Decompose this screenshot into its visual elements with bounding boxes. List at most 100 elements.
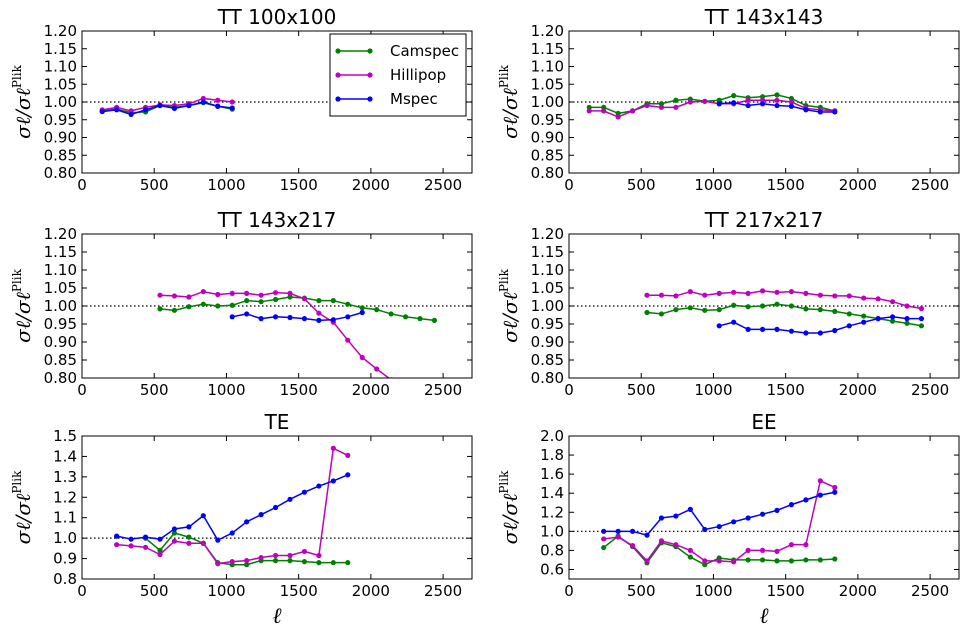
data-point-camspec	[171, 307, 178, 313]
x-tick-label: 0	[77, 381, 87, 399]
data-point-mspec	[716, 101, 722, 107]
legend-label-mspec: Mspec	[390, 90, 438, 108]
data-point-camspec	[417, 316, 423, 322]
data-point-hillipop	[716, 558, 722, 564]
data-point-mspec	[817, 492, 823, 498]
data-point-camspec	[388, 311, 394, 317]
data-point-mspec	[759, 326, 766, 332]
data-point-mspec	[272, 504, 279, 511]
data-point-mspec	[287, 314, 293, 321]
data-point-camspec	[731, 93, 737, 99]
y-axis-label-main: σℓ/σℓ	[498, 291, 522, 342]
data-point-mspec	[673, 513, 679, 519]
y-tick-label: 0.85	[531, 146, 564, 164]
data-point-hillipop	[215, 291, 221, 298]
y-axis-label-main: σℓ/σℓ	[11, 493, 35, 544]
data-point-hillipop	[157, 551, 163, 558]
y-axis-label-superscript: Plik	[10, 470, 24, 494]
data-point-camspec	[687, 554, 693, 560]
data-point-camspec	[861, 313, 867, 319]
data-point-hillipop	[229, 290, 235, 296]
data-point-camspec	[601, 544, 607, 551]
data-point-hillipop	[716, 290, 722, 296]
data-point-mspec	[157, 536, 163, 542]
data-point-mspec	[601, 528, 607, 534]
y-axis-label-superscript: Plik	[10, 64, 24, 88]
data-point-camspec	[316, 560, 322, 566]
data-point-hillipop	[889, 299, 896, 305]
legend-marker-hillipop	[367, 72, 373, 78]
legend: Camspec Hillipop Mspec	[329, 33, 467, 117]
data-point-hillipop	[673, 293, 679, 299]
data-point-mspec	[745, 515, 751, 521]
data-point-mspec	[99, 108, 105, 115]
x-tick-label: 2500	[424, 582, 462, 600]
y-tick-label: 0.9	[53, 550, 77, 568]
x-axis-label: ℓ	[272, 604, 282, 629]
data-point-mspec	[301, 316, 308, 322]
data-point-mspec	[316, 483, 322, 489]
data-point-mspec	[846, 323, 852, 329]
data-point-camspec	[904, 320, 910, 326]
y-tick-label: 1.2	[540, 503, 564, 521]
data-point-camspec	[258, 299, 264, 305]
y-tick-label: 0.80	[44, 164, 77, 182]
legend-marker-mspec	[367, 96, 373, 102]
data-point-camspec	[846, 311, 852, 317]
data-point-mspec	[817, 109, 823, 115]
data-point-hillipop	[774, 289, 780, 295]
data-point-hillipop	[374, 366, 380, 372]
data-point-mspec	[272, 314, 279, 320]
y-tick-label: 1.20	[531, 22, 564, 40]
data-point-camspec	[774, 301, 780, 307]
y-axis-label: σℓ/σℓPlik	[497, 268, 522, 342]
y-tick-label: 1.00	[44, 93, 77, 111]
data-point-hillipop	[186, 540, 192, 546]
data-point-hillipop	[702, 292, 708, 298]
y-axis-label: σℓ/σℓPlik	[10, 64, 35, 138]
data-point-camspec	[817, 307, 823, 313]
data-point-mspec	[774, 326, 780, 332]
data-point-mspec	[629, 528, 636, 534]
data-point-hillipop	[687, 99, 693, 105]
data-point-mspec	[128, 111, 134, 118]
y-axis-label: σℓ/σℓPlik	[497, 64, 522, 138]
y-tick-label: 0.80	[44, 369, 77, 387]
series-group	[114, 445, 351, 568]
data-point-mspec	[258, 512, 264, 518]
data-point-hillipop	[832, 293, 838, 299]
y-tick-label: 0.90	[531, 333, 564, 351]
x-tick-label: 0	[564, 176, 574, 194]
data-point-camspec	[272, 296, 279, 303]
y-tick-label: 0.8	[53, 570, 77, 588]
data-point-hillipop	[745, 290, 751, 296]
y-tick-label: 1.15	[44, 40, 77, 58]
x-tick-label: 2000	[352, 582, 390, 600]
series-group	[644, 288, 925, 336]
x-tick-label: 2000	[839, 582, 877, 600]
data-point-mspec	[171, 526, 178, 532]
data-point-hillipop	[673, 104, 679, 110]
x-tick-label: 2500	[911, 381, 949, 399]
x-tick-label: 1000	[694, 381, 732, 399]
data-point-camspec	[731, 302, 737, 308]
legend-marker-camspec	[367, 48, 373, 54]
data-point-hillipop	[702, 558, 708, 564]
x-tick-label: 1500	[767, 176, 805, 194]
x-axis-label: ℓ	[759, 604, 769, 629]
data-point-hillipop	[904, 303, 910, 309]
data-point-camspec	[702, 562, 708, 568]
axes-frame	[568, 435, 960, 580]
data-point-hillipop	[788, 99, 795, 105]
data-point-hillipop	[687, 289, 693, 295]
x-tick-label: 1500	[767, 582, 805, 600]
x-tick-label: 2500	[424, 381, 462, 399]
legend-marker-mspec	[335, 96, 341, 102]
y-tick-label: 1.4	[53, 447, 77, 465]
y-axis-label-main: σℓ/σℓ	[498, 493, 522, 544]
data-point-hillipop	[171, 293, 178, 299]
axes-frame	[568, 233, 960, 379]
data-point-hillipop	[345, 452, 351, 459]
